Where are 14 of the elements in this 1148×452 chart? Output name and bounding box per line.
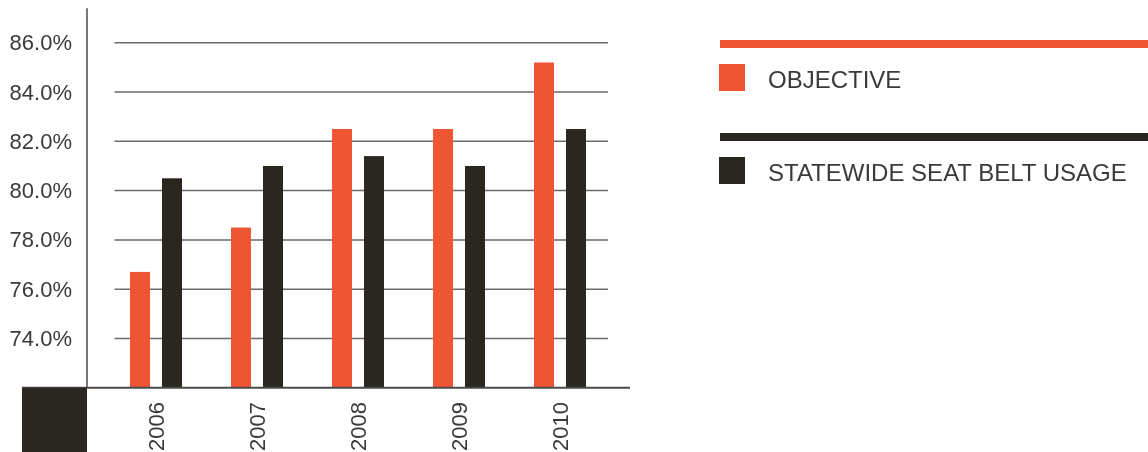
x-tick-label: 2007 [244,402,270,451]
y-tick-label: 76.0% [9,276,72,302]
y-tick-label: 80.0% [9,178,72,204]
y-tick-label: 78.0% [9,227,72,253]
x-tick-label: 2008 [345,402,371,451]
x-tick-label: 2009 [446,402,472,451]
x-tick-label: 2010 [547,402,573,451]
x-tick-label: 2006 [143,402,169,451]
legend-label: OBJECTIVE [768,66,902,93]
y-tick-label: 84.0% [9,79,72,105]
y-tick-label: 86.0% [9,30,72,56]
y-tick-label: 82.0% [9,128,72,154]
legend-label: STATEWIDE SEAT BELT USAGE [768,159,1127,186]
y-tick-label: 74.0% [9,325,72,351]
